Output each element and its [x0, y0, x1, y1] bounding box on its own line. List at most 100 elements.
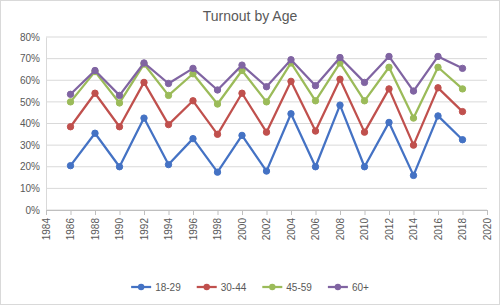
x-tick: 1998 [212, 210, 223, 240]
legend-marker [335, 284, 341, 290]
x-tick-mark [242, 210, 243, 215]
x-tick-label: 1986 [65, 218, 76, 241]
x-tick-mark [169, 210, 170, 215]
x-tick-label: 2000 [237, 218, 248, 241]
series-line [71, 63, 463, 118]
series-marker [312, 98, 318, 104]
legend-marker [269, 284, 275, 290]
series-marker [165, 161, 171, 167]
x-tick: 1992 [139, 210, 150, 240]
x-tick-label: 2014 [408, 218, 419, 241]
x-tick-mark [487, 210, 488, 215]
x-tick: 1990 [114, 210, 125, 240]
x-tick: 2004 [286, 210, 297, 240]
x-tick-mark [267, 210, 268, 215]
y-tick: 20% [20, 161, 46, 172]
x-tick-mark [218, 210, 219, 215]
x-tick: 2002 [261, 210, 272, 240]
series-marker [312, 164, 318, 170]
series-marker [116, 124, 122, 130]
y-tick: 70% [20, 53, 46, 64]
y-tick-label: 0% [26, 205, 41, 216]
series [67, 53, 465, 98]
x-tick: 1994 [163, 210, 174, 240]
grid-line [46, 188, 487, 189]
legend-label: 18-29 [155, 282, 181, 293]
series-marker [361, 164, 367, 170]
x-tick: 2018 [457, 210, 468, 240]
x-axis: 1984198619881990199219941996199820002002… [41, 210, 493, 240]
series-marker [410, 115, 416, 121]
legend-marker [138, 284, 144, 290]
x-tick-label: 2004 [286, 218, 297, 241]
y-tick: 0% [26, 205, 46, 216]
legend-marker [204, 284, 210, 290]
series-marker [410, 172, 416, 178]
y-tick: 50% [20, 97, 46, 108]
x-tick-mark [389, 210, 390, 215]
series-marker [67, 99, 73, 105]
series-marker [165, 80, 171, 86]
x-tick-label: 1988 [90, 218, 101, 241]
series-marker [190, 135, 196, 141]
x-tick: 2012 [384, 210, 395, 240]
x-tick-label: 1998 [212, 218, 223, 241]
x-tick: 2020 [482, 210, 493, 240]
series-marker [239, 90, 245, 96]
series-marker [337, 54, 343, 60]
legend-item: 60+ [328, 282, 369, 293]
y-tick-label: 30% [20, 140, 40, 151]
series-marker [214, 101, 220, 107]
series-marker [410, 142, 416, 148]
y-tick: 30% [20, 140, 46, 151]
legend-item: 45-59 [262, 282, 312, 293]
series-marker [459, 108, 465, 114]
chart-border [1, 1, 500, 305]
x-tick-label: 2018 [457, 218, 468, 241]
series-marker [361, 129, 367, 135]
grid-line [46, 166, 487, 167]
series-marker [288, 111, 294, 117]
series-marker [214, 87, 220, 93]
y-tick-label: 20% [20, 161, 40, 172]
series-group [67, 53, 465, 178]
series-marker [239, 132, 245, 138]
series-marker [435, 85, 441, 91]
x-tick-mark [71, 210, 72, 215]
plot: 0%10%20%30%40%50%60%70%80%19841986198819… [20, 32, 493, 241]
x-tick-label: 1994 [163, 218, 174, 241]
series-marker [190, 98, 196, 104]
chart-title: Turnout by Age [203, 8, 298, 24]
x-tick-mark [193, 210, 194, 215]
series-marker [435, 53, 441, 59]
x-tick: 1996 [188, 210, 199, 240]
x-tick-label: 2006 [310, 218, 321, 241]
y-tick: 60% [20, 75, 46, 86]
series-marker [312, 82, 318, 88]
series-marker [141, 79, 147, 85]
series-marker [361, 79, 367, 85]
series-marker [386, 53, 392, 59]
grid-line [46, 145, 487, 146]
series-marker [67, 162, 73, 168]
x-tick-label: 1990 [114, 218, 125, 241]
x-tick-label: 2012 [384, 218, 395, 241]
x-tick: 2006 [310, 210, 321, 240]
x-tick-label: 1992 [139, 218, 150, 241]
series-line [71, 105, 463, 175]
x-tick-label: 1996 [188, 218, 199, 241]
series-marker [165, 92, 171, 98]
series-marker [386, 64, 392, 70]
y-tick: 10% [20, 183, 46, 194]
series-marker [459, 86, 465, 92]
series-marker [459, 137, 465, 143]
series-marker [116, 100, 122, 106]
x-axis-line [47, 211, 488, 216]
series-marker [361, 98, 367, 104]
y-tick: 80% [20, 32, 46, 43]
x-tick-mark [144, 210, 145, 215]
series-marker [435, 64, 441, 70]
x-tick: 2016 [433, 210, 444, 240]
x-tick-mark [46, 210, 47, 215]
y-axis-line [46, 38, 47, 211]
